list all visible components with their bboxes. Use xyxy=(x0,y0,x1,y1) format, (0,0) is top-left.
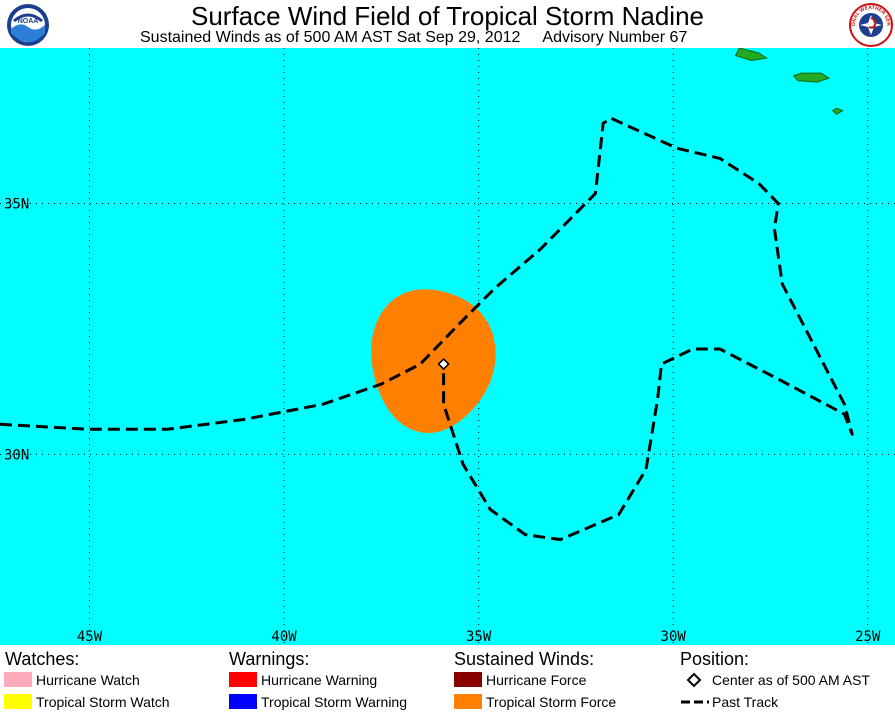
advisory-number-label: Advisory Number 67 xyxy=(542,29,688,46)
tropical-storm-warning-swatch xyxy=(229,694,257,709)
hurricane-force-swatch xyxy=(454,672,482,687)
map-header: NOAA Surface Wind Field of Tropical Stor… xyxy=(0,0,895,48)
longitude-label: 45W xyxy=(77,629,103,645)
latitude-label: 30N xyxy=(4,447,29,463)
past-track-layer xyxy=(0,116,854,542)
legend-position-heading: Position: xyxy=(680,649,750,669)
tropical-storm-force-wind-area xyxy=(371,289,496,433)
wind-field-map: 35N 30N 45W 40W 35W 30W 25W xyxy=(0,48,895,645)
tropical-storm-warning-label: Tropical Storm Warning xyxy=(261,694,408,710)
longitude-label: 30W xyxy=(661,629,687,645)
past-track-line xyxy=(0,116,854,542)
island-shape xyxy=(792,72,830,83)
legend-watches-heading: Watches: xyxy=(5,649,80,669)
legend-winds-heading: Sustained Winds: xyxy=(454,649,595,669)
hurricane-force-label: Hurricane Force xyxy=(486,672,587,688)
past-track-label: Past Track xyxy=(712,694,779,710)
noaa-logo-text: NOAA xyxy=(18,18,39,25)
valid-time-label: Sustained Winds as of 500 AM AST Sat Sep… xyxy=(140,29,521,46)
map-title: Surface Wind Field of Tropical Storm Nad… xyxy=(191,1,704,31)
hurricane-watch-swatch xyxy=(4,672,32,687)
island-shape xyxy=(831,107,844,115)
tropical-storm-watch-label: Tropical Storm Watch xyxy=(36,694,170,710)
tropical-storm-watch-swatch xyxy=(4,694,32,709)
storm-center-marker xyxy=(437,357,450,371)
hurricane-warning-swatch xyxy=(229,672,257,687)
map-subtitle: Sustained Winds as of 500 AM AST Sat Sep… xyxy=(140,29,687,47)
island-shape xyxy=(734,48,768,62)
center-diamond-icon xyxy=(686,672,702,688)
center-label: Center as of 500 AM AST xyxy=(712,672,870,688)
storm-center-layer xyxy=(437,357,450,371)
axis-labels-layer: 35N 30N 45W 40W 35W 30W 25W xyxy=(4,197,881,645)
longitude-label: 40W xyxy=(271,629,297,645)
nws-logo-icon: NATIONAL WEATHER SERVICE xyxy=(849,3,893,47)
past-track-dash-icon xyxy=(681,700,709,704)
wind-field-layer xyxy=(371,289,496,433)
hurricane-watch-label: Hurricane Watch xyxy=(36,672,140,688)
latitude-label: 35N xyxy=(4,197,29,213)
tropical-storm-force-swatch xyxy=(454,694,482,709)
hurricane-warning-label: Hurricane Warning xyxy=(261,672,378,688)
legend-warnings-heading: Warnings: xyxy=(229,649,310,669)
azores-islands xyxy=(734,48,844,115)
longitude-label: 35W xyxy=(466,629,492,645)
map-legend: Watches: Hurricane Watch Tropical Storm … xyxy=(0,645,895,716)
longitude-label: 25W xyxy=(855,629,881,645)
tropical-storm-force-label: Tropical Storm Force xyxy=(486,694,617,710)
noaa-logo-icon: NOAA xyxy=(7,4,49,46)
